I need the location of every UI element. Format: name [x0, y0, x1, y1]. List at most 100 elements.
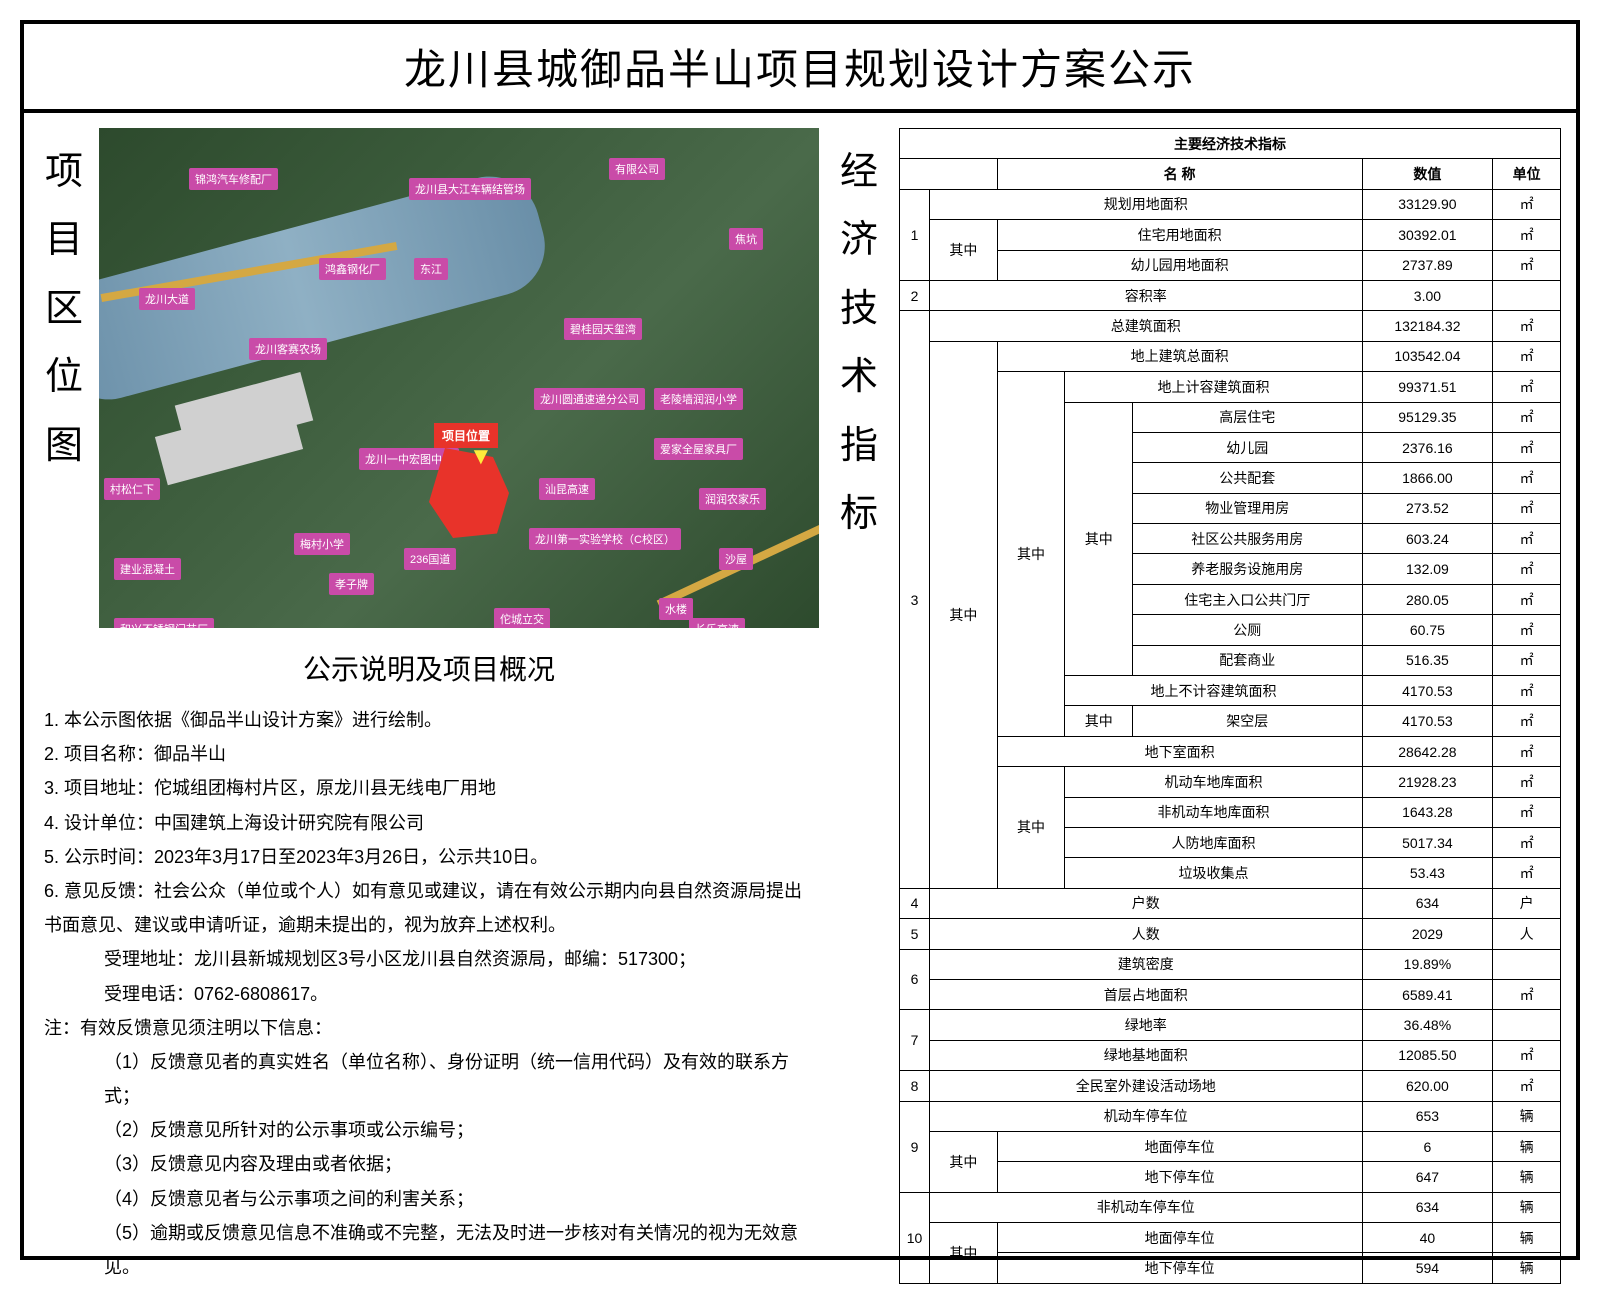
table-cell: 其中: [930, 1131, 998, 1192]
map-marker: 村松仁下: [104, 478, 160, 500]
table-cell: ㎡: [1493, 220, 1561, 250]
table-cell: 其中: [930, 220, 998, 281]
table-cell: ㎡: [1493, 311, 1561, 341]
table-cell: 273.52: [1362, 493, 1493, 523]
map-marker: 龙川圆通速递分公司: [534, 388, 645, 410]
table-cell: ㎡: [1493, 615, 1561, 645]
table-header: 数值: [1362, 159, 1493, 189]
vert-char: 技: [840, 275, 878, 343]
table-cell: 幼儿园: [1133, 432, 1362, 462]
table-cell: 首层占地面积: [930, 979, 1363, 1009]
table-row: 8全民室外建设活动场地620.00㎡: [900, 1071, 1561, 1101]
table-cell: 总建筑面积: [930, 311, 1363, 341]
table-cell: 辆: [1493, 1162, 1561, 1192]
map-section: 项目区位图 锦鸿汽车修配厂龙川县大江车辆结管场有限公司焦坑鸿鑫钢化厂东江龙川大道…: [39, 128, 819, 628]
table-cell: 地上建筑总面积: [997, 341, 1362, 371]
table-cell: 12085.50: [1362, 1040, 1493, 1070]
table-cell: 1: [900, 189, 930, 280]
table-cell: 647: [1362, 1162, 1493, 1192]
table-cell: 620.00: [1362, 1071, 1493, 1101]
table-cell: 594: [1362, 1253, 1493, 1284]
map-marker: 润润农家乐: [699, 488, 766, 510]
table-cell: 1643.28: [1362, 797, 1493, 827]
description-line: 注：有效反馈意见须注明以下信息：: [44, 1011, 819, 1045]
table-cell: 36.48%: [1362, 1010, 1493, 1040]
description-line: 书面意见、建议或申请听证，逾期未提出的，视为放弃上述权利。: [44, 908, 819, 942]
table-cell: ㎡: [1493, 979, 1561, 1009]
map-marker: 建业混凝土: [114, 558, 181, 580]
arrow-icon: ▼: [469, 443, 493, 471]
table-cell: ㎡: [1493, 858, 1561, 888]
vert-char: 目: [45, 206, 83, 274]
map-marker: 龙川客赛农场: [249, 338, 327, 360]
table-cell: 280.05: [1362, 584, 1493, 614]
table-cell: 辆: [1493, 1253, 1561, 1284]
table-cell: 95129.35: [1362, 402, 1493, 432]
map-marker: 碧桂园天玺湾: [564, 318, 642, 340]
table-row: 10非机动车停车位634辆: [900, 1192, 1561, 1222]
map-marker: 长乐高速: [689, 618, 745, 628]
table-cell: 30392.01: [1362, 220, 1493, 250]
map-marker: 孝子牌: [329, 573, 374, 595]
table-cell: ㎡: [1493, 676, 1561, 706]
vert-char: 标: [840, 480, 878, 548]
description-line: 5. 公示时间：2023年3月17日至2023年3月26日，公示共10日。: [44, 840, 819, 874]
table-cell: 5017.34: [1362, 827, 1493, 857]
description-line: 受理地址：龙川县新城规划区3号小区龙川县自然资源局，邮编：517300；: [44, 942, 819, 976]
table-row: 6建筑密度19.89%: [900, 949, 1561, 979]
description-line: 1. 本公示图依据《御品半山设计方案》进行绘制。: [44, 703, 819, 737]
table-cell: 60.75: [1362, 615, 1493, 645]
table-row: 1规划用地面积33129.90㎡: [900, 189, 1561, 219]
table-cell: 4170.53: [1362, 706, 1493, 736]
vert-char: 图: [45, 412, 83, 480]
table-cell: 人: [1493, 919, 1561, 949]
title-bar: 龙川县城御品半山项目规划设计方案公示: [24, 24, 1576, 113]
map-marker: 东江: [414, 258, 448, 280]
table-row: 幼儿园用地面积2737.89㎡: [900, 250, 1561, 280]
table-row: 其中机动车地库面积21928.23㎡: [900, 767, 1561, 797]
table-cell: 3: [900, 311, 930, 888]
table-cell: ㎡: [1493, 189, 1561, 219]
table-cell: 53.43: [1362, 858, 1493, 888]
table-row: 其中地面停车位40辆: [900, 1223, 1561, 1253]
document-frame: 龙川县城御品半山项目规划设计方案公示 项目区位图 锦鸿汽车修配厂龙川县大江车辆结…: [20, 20, 1580, 1260]
map-marker: 锦鸿汽车修配厂: [189, 168, 278, 190]
table-cell: 1866.00: [1362, 463, 1493, 493]
map-marker: 老陵墙润润小学: [654, 388, 743, 410]
table-cell: 绿地基地面积: [930, 1040, 1363, 1070]
table-cell: 6: [1362, 1131, 1493, 1161]
vert-char: 项: [45, 138, 83, 206]
table-cell: 其中: [997, 372, 1065, 737]
table-cell: 9: [900, 1101, 930, 1192]
table-row: 其中地上建筑总面积103542.04㎡: [900, 341, 1561, 371]
table-cell: 10: [900, 1192, 930, 1284]
table-cell: 3.00: [1362, 280, 1493, 310]
main-content: 项目区位图 锦鸿汽车修配厂龙川县大江车辆结管场有限公司焦坑鸿鑫钢化厂东江龙川大道…: [24, 113, 1576, 1299]
map-vertical-label: 项目区位图: [39, 128, 89, 628]
description-line: （5）逾期或反馈意见信息不准确或不完整，无法及时进一步核对有关情况的视为无效意见…: [44, 1216, 819, 1284]
table-cell: ㎡: [1493, 372, 1561, 402]
map-marker: 梅村小学: [294, 533, 350, 555]
table-cell: 人防地库面积: [1065, 827, 1362, 857]
table-cell: ㎡: [1493, 797, 1561, 827]
table-cell: 建筑密度: [930, 949, 1363, 979]
table-cell: 辆: [1493, 1192, 1561, 1222]
table-cell: 机动车停车位: [930, 1101, 1363, 1131]
table-cell: 公共配套: [1133, 463, 1362, 493]
table-cell: ㎡: [1493, 1071, 1561, 1101]
map-marker: 爱家全屋家具厂: [654, 438, 743, 460]
table-row: 其中地上计容建筑面积99371.51㎡: [900, 372, 1561, 402]
table-cell: 603.24: [1362, 524, 1493, 554]
table-cell: 21928.23: [1362, 767, 1493, 797]
site-map: 锦鸿汽车修配厂龙川县大江车辆结管场有限公司焦坑鸿鑫钢化厂东江龙川大道龙川客赛农场…: [99, 128, 819, 628]
table-cell: 养老服务设施用房: [1133, 554, 1362, 584]
table-cell: 社区公共服务用房: [1133, 524, 1362, 554]
vert-char: 术: [840, 343, 878, 411]
table-cell: 634: [1362, 888, 1493, 918]
vert-char: 指: [840, 412, 878, 480]
map-marker: 沙屋: [719, 548, 753, 570]
table-cell: ㎡: [1493, 463, 1561, 493]
table-cell: ㎡: [1493, 767, 1561, 797]
table-cell: 132184.32: [1362, 311, 1493, 341]
table-cell: 全民室外建设活动场地: [930, 1071, 1363, 1101]
